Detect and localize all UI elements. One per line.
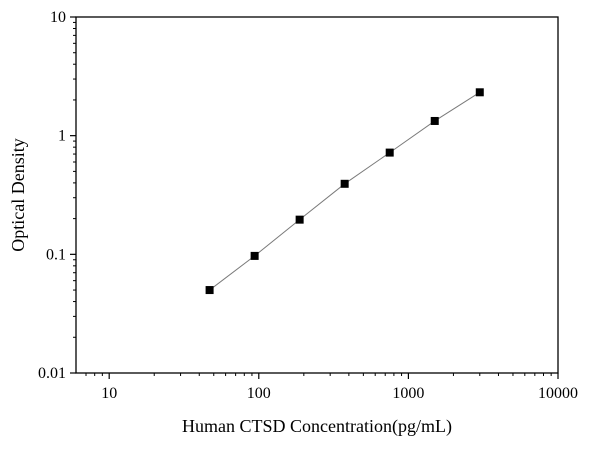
data-point <box>205 286 214 295</box>
y-axis: 0.01 0.1 1 10 <box>38 9 76 382</box>
y-tick-label: 0.01 <box>38 365 66 382</box>
y-tick-label: 0.1 <box>46 246 66 263</box>
x-tick-label: 10000 <box>538 385 578 402</box>
data-point <box>430 116 439 125</box>
plot-frame <box>75 16 559 374</box>
series-layer <box>205 88 484 295</box>
y-tick-label: 10 <box>50 9 66 26</box>
data-point <box>295 215 304 224</box>
fit-curve <box>209 91 481 291</box>
x-tick-label: 100 <box>247 385 271 402</box>
data-point <box>340 179 349 188</box>
data-point <box>385 148 394 157</box>
data-point <box>475 88 484 97</box>
x-axis: 10 100 1000 10000 <box>85 373 578 402</box>
x-tick-label: 10 <box>101 385 117 402</box>
x-tick-label: 1000 <box>392 385 424 402</box>
data-point <box>250 251 259 260</box>
y-axis-title: Optical Density <box>8 138 28 251</box>
x-axis-title: Human CTSD Concentration(pg/mL) <box>182 416 452 437</box>
y-tick-label: 1 <box>58 128 66 145</box>
